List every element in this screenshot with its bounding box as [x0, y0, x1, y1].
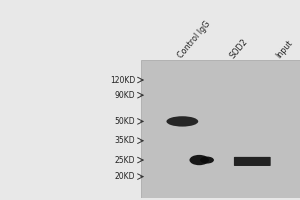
Text: SOD2: SOD2 [229, 37, 250, 60]
Text: Input: Input [274, 39, 295, 60]
FancyBboxPatch shape [234, 157, 271, 166]
Text: 90KD: 90KD [114, 91, 135, 100]
Text: 20KD: 20KD [115, 172, 135, 181]
Text: 50KD: 50KD [114, 117, 135, 126]
Text: 120KD: 120KD [110, 76, 135, 85]
Ellipse shape [190, 155, 209, 165]
Text: 25KD: 25KD [115, 156, 135, 165]
Ellipse shape [200, 157, 214, 164]
Bar [141, 60, 300, 198]
Ellipse shape [167, 116, 198, 127]
Text: Control IgG: Control IgG [176, 19, 212, 60]
Text: 35KD: 35KD [114, 136, 135, 145]
